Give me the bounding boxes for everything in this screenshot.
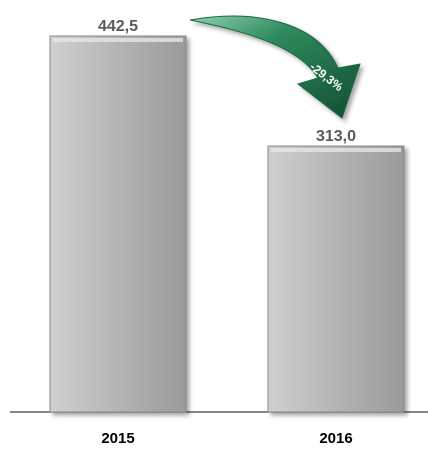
bar-bevel xyxy=(271,148,401,153)
bar-2016 xyxy=(267,145,405,413)
bar-2015 xyxy=(49,35,187,413)
change-arrow: -29,3% xyxy=(189,15,361,119)
bar-bevel xyxy=(53,38,183,42)
down-arrow-icon xyxy=(189,15,361,119)
value-label: 442,5 xyxy=(98,18,138,35)
category-label: 2015 xyxy=(101,430,134,447)
bars-layer xyxy=(10,35,428,413)
labels-layer: 442,5 2015 313,0 2016 xyxy=(98,18,356,447)
value-label: 313,0 xyxy=(316,128,356,145)
category-label: 2016 xyxy=(319,430,352,447)
